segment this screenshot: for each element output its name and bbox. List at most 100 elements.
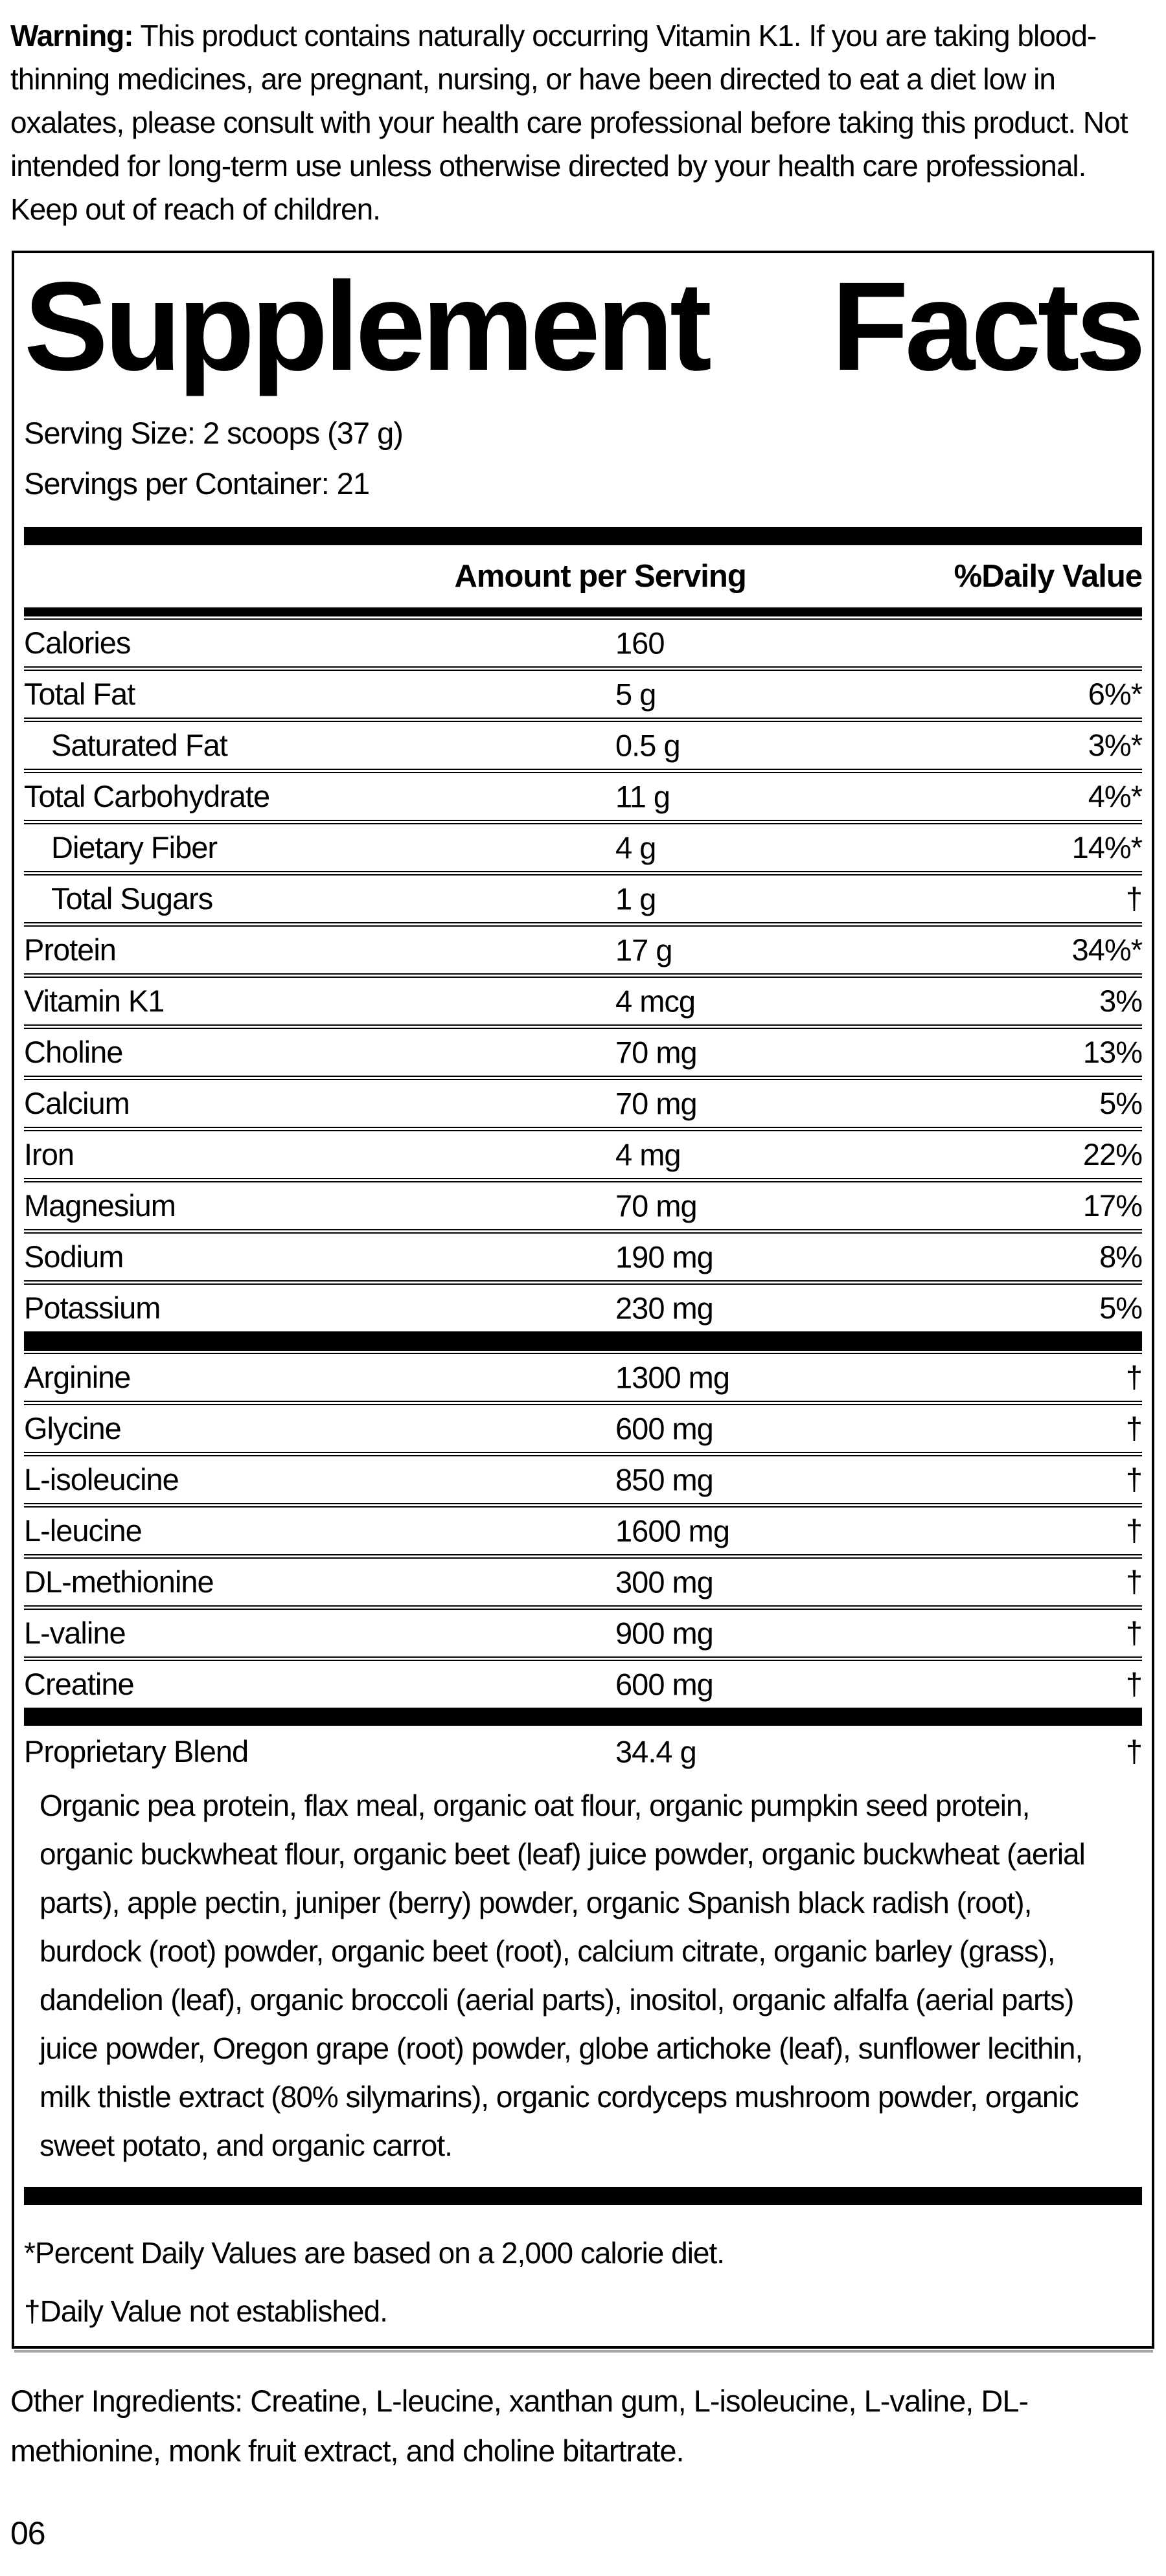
row-separator <box>24 819 1142 824</box>
table-row: L-leucine 1600 mg † <box>24 1502 1143 1554</box>
nutrient-daily-value: 14%* <box>1071 830 1143 865</box>
warning-paragraph: Warning: This product contains naturally… <box>0 14 1166 231</box>
nutrient-amount: 900 mg <box>615 1616 714 1651</box>
nutrient-amount: 4 g <box>615 830 656 865</box>
warning-label: Warning: <box>10 19 134 52</box>
nutrient-daily-value: 22% <box>1082 1137 1143 1172</box>
column-header-daily-value: %Daily Value <box>954 558 1143 594</box>
nutrient-daily-value: † <box>1125 1513 1143 1548</box>
table-row: DL-methionine 300 mg † <box>24 1554 1143 1605</box>
table-row: L-isoleucine 850 mg † <box>24 1451 1143 1503</box>
blend-daily-value: † <box>1125 1734 1143 1769</box>
table-row: Protein 17 g 34%* <box>24 921 1143 973</box>
table-row: Magnesium 70 mg 17% <box>24 1177 1143 1229</box>
row-separator <box>24 768 1142 773</box>
supplement-facts-panel: Supplement Facts Serving Size: 2 scoops … <box>12 251 1154 2349</box>
row-separator <box>24 1656 1142 1661</box>
footnote-line: †Daily Value not established. <box>24 2294 388 2328</box>
nutrient-amount: 70 mg <box>615 1086 698 1121</box>
table-row: Total Carbohydrate 11 g 4%* <box>24 768 1143 820</box>
row-separator <box>24 1349 1142 1354</box>
row-separator <box>24 870 1142 876</box>
nutrient-amount: 600 mg <box>615 1411 714 1446</box>
divider-bar-thick <box>24 2186 1142 2205</box>
nutrient-name: Total Carbohydrate <box>24 779 270 814</box>
nutrient-name: DL-methionine <box>24 1565 214 1599</box>
row-separator <box>24 1075 1142 1080</box>
row-separator <box>24 1554 1142 1559</box>
nutrient-name: Glycine <box>24 1411 122 1446</box>
row-separator <box>24 1400 1142 1405</box>
table-row: Total Fat 5 g 6%* <box>24 666 1143 717</box>
serving-size: Serving Size: 2 scoops (37 g) <box>24 415 404 450</box>
blend-amount: 34.4 g <box>615 1734 697 1769</box>
column-header-amount: Amount per Serving <box>454 558 747 594</box>
nutrient-daily-value: 13% <box>1082 1035 1143 1070</box>
blend-ingredients-paragraph: Organic pea protein, flax meal, organic … <box>40 1788 1086 2162</box>
table-row: Calories 160 <box>24 615 1142 666</box>
nutrient-name: Vitamin K1 <box>24 984 165 1019</box>
nutrient-amount: 1600 mg <box>615 1513 730 1548</box>
nutrient-daily-value: 6%* <box>1088 677 1143 712</box>
nutrient-rows: Calories 160 Total Fat 5 g 6%* <box>24 615 1143 1331</box>
nutrient-amount: 1300 mg <box>615 1360 730 1395</box>
warning-text: This product contains naturally occurrin… <box>10 19 1128 226</box>
row-separator <box>24 717 1142 722</box>
table-row: Glycine 600 mg † <box>24 1400 1143 1452</box>
nutrient-daily-value: † <box>1125 1360 1143 1395</box>
divider-bar-thick <box>24 1331 1142 1350</box>
nutrient-daily-value: 3% <box>1099 984 1143 1019</box>
nutrient-daily-value: 17% <box>1082 1188 1143 1223</box>
nutrient-name: Calories <box>24 626 131 661</box>
other-ingredients-paragraph: Other Ingredients: Creatine, L-leucine, … <box>10 2383 1029 2468</box>
page-number: 06 <box>10 2514 46 2551</box>
nutrient-daily-value: † <box>1125 881 1143 916</box>
nutrient-amount: 4 mcg <box>615 984 696 1019</box>
blend-name: Proprietary Blend <box>24 1734 249 1769</box>
nutrient-daily-value: 34%* <box>1071 932 1143 967</box>
nutrient-daily-value: † <box>1125 1667 1143 1702</box>
nutrient-daily-value: 5% <box>1099 1291 1143 1326</box>
nutrient-name: Dietary Fiber <box>51 830 218 865</box>
row-separator <box>24 615 1142 620</box>
table-row: Calcium 70 mg 5% <box>24 1075 1143 1127</box>
row-separator <box>24 1177 1142 1182</box>
row-separator <box>24 1280 1142 1285</box>
nutrient-daily-value: † <box>1125 1616 1143 1651</box>
footnotes: *Percent Daily Values are based on a 2,0… <box>24 2205 1142 2332</box>
row-separator <box>24 1228 1142 1234</box>
nutrient-amount: 160 <box>615 626 665 661</box>
nutrient-daily-value: 4%* <box>1088 779 1143 814</box>
nutrient-name: Total Sugars <box>51 881 213 916</box>
table-row: Vitamin K1 4 mcg 3% <box>24 973 1143 1024</box>
nutrient-daily-value: † <box>1125 1411 1143 1446</box>
nutrient-name: L-isoleucine <box>24 1462 179 1497</box>
nutrient-daily-value: 3%* <box>1088 728 1143 763</box>
nutrient-amount: 600 mg <box>615 1667 714 1702</box>
nutrient-name: Protein <box>24 932 117 967</box>
divider-bar-thick <box>24 1707 1142 1726</box>
row-separator <box>24 1605 1142 1610</box>
table-header-row: Amount per Serving %Daily Value <box>24 545 1143 607</box>
row-separator <box>24 921 1142 927</box>
nutrient-amount: 0.5 g <box>615 728 681 763</box>
nutrient-name: Potassium <box>24 1291 161 1326</box>
servings-per-container: Servings per Container: 21 <box>24 466 370 501</box>
row-separator <box>24 973 1142 978</box>
row-separator <box>24 1126 1142 1131</box>
nutrient-name: Sodium <box>24 1239 124 1274</box>
nutrient-amount: 300 mg <box>615 1565 714 1599</box>
table-row: Dietary Fiber 4 g 14%* <box>24 819 1143 871</box>
panel-drop-shadow <box>14 2349 1153 2353</box>
nutrient-name: Total Fat <box>24 677 135 712</box>
table-row: Creatine 600 mg † <box>24 1656 1143 1708</box>
nutrient-daily-value: 5% <box>1099 1086 1143 1121</box>
nutrient-amount: 5 g <box>615 677 656 712</box>
nutrient-amount: 850 mg <box>615 1462 714 1497</box>
divider-bar-thick <box>24 526 1142 545</box>
footnote-line: *Percent Daily Values are based on a 2,0… <box>24 2235 725 2270</box>
nutrient-name: Calcium <box>24 1086 130 1121</box>
amino-acid-rows: Arginine 1300 mg † Glycine 600 mg † <box>24 1349 1143 1708</box>
nutrient-name: Creatine <box>24 1667 135 1702</box>
